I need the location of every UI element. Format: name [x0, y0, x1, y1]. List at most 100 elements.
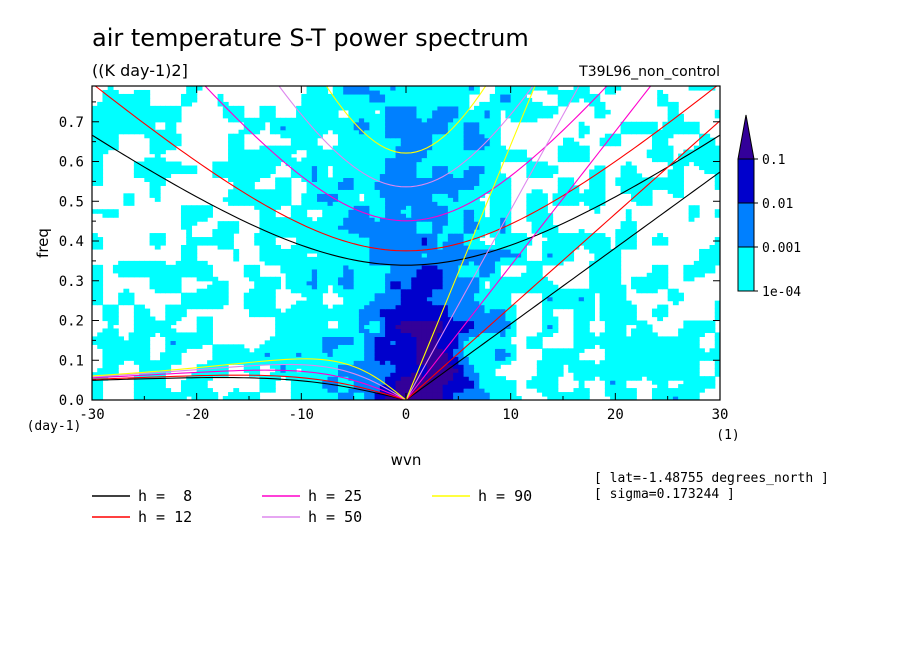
heatmap-cell: [521, 256, 527, 262]
heatmap-cell: [191, 244, 198, 250]
heatmap-cell: [228, 344, 234, 349]
heatmap-cell: [317, 157, 323, 163]
heatmap-cell: [699, 260, 705, 266]
heatmap-cell: [515, 396, 522, 400]
heatmap-cell: [693, 161, 700, 167]
heatmap-cell: [306, 217, 313, 222]
heatmap-cell: [285, 193, 292, 198]
heatmap-cell: [615, 181, 622, 186]
heatmap-cell: [175, 268, 182, 274]
heatmap-cell: [290, 264, 297, 270]
heatmap-cell: [275, 344, 281, 349]
heatmap-cell: [631, 396, 637, 400]
heatmap-cell: [604, 284, 611, 290]
heatmap-cell: [180, 205, 187, 210]
heatmap-cell: [594, 260, 601, 266]
heatmap-cell: [301, 248, 308, 254]
heatmap-cell: [463, 376, 470, 381]
heatmap-cell: [348, 229, 355, 234]
heatmap-cell: [343, 157, 350, 163]
heatmap-cell: [479, 292, 486, 298]
heatmap-cell: [557, 360, 564, 365]
heatmap-cell: [636, 193, 643, 198]
heatmap-cell: [573, 241, 580, 246]
heatmap-cell: [526, 209, 533, 214]
heatmap-cell: [563, 189, 569, 194]
heatmap-cell: [348, 177, 355, 182]
heatmap-cell: [353, 316, 360, 322]
heatmap-cell: [641, 201, 648, 206]
heatmap-cell: [327, 213, 334, 218]
heatmap-cell: [128, 264, 135, 270]
heatmap-cell: [447, 197, 454, 202]
heatmap-cell: [180, 336, 187, 341]
heatmap-cell: [317, 185, 323, 190]
heatmap-cell: [92, 396, 98, 400]
heatmap-cell: [97, 292, 104, 298]
heatmap-cell: [201, 205, 208, 210]
heatmap-cell: [238, 177, 245, 182]
heatmap-cell: [290, 388, 297, 393]
heatmap-cell: [238, 149, 245, 155]
heatmap-cell: [667, 288, 674, 294]
heatmap-cell: [269, 388, 276, 393]
heatmap-cell: [186, 264, 193, 270]
heatmap-cell: [343, 316, 350, 322]
heatmap-cell: [332, 241, 339, 246]
heatmap-cell: [269, 252, 276, 258]
heatmap-cell: [468, 209, 475, 214]
heatmap-cell: [186, 209, 193, 214]
heatmap-cell: [280, 189, 287, 194]
heatmap-cell: [144, 368, 151, 373]
heatmap-cell: [332, 252, 339, 258]
heatmap-cell: [515, 153, 522, 159]
heatmap-cell: [463, 161, 470, 167]
heatmap-cell: [526, 384, 533, 389]
heatmap-cell: [505, 340, 512, 345]
heatmap-cell: [379, 213, 386, 218]
heatmap-cell: [416, 252, 423, 258]
heatmap-cell: [317, 348, 323, 353]
heatmap-cell: [505, 201, 512, 206]
heatmap-cell: [317, 280, 323, 286]
heatmap-cell: [426, 153, 433, 159]
heatmap-cell: [594, 272, 601, 278]
heatmap-cell: [306, 300, 313, 306]
heatmap-cell: [547, 217, 554, 222]
heatmap-cell: [442, 388, 449, 393]
heatmap-cell: [249, 161, 255, 167]
heatmap-cell: [228, 225, 234, 230]
heatmap-cell: [290, 213, 297, 218]
heatmap-cell: [599, 280, 606, 286]
heatmap-cell: [453, 149, 459, 155]
heatmap-cell: [547, 225, 554, 230]
heatmap-cell: [322, 312, 329, 318]
heatmap-cell: [269, 205, 276, 210]
heatmap-cell: [536, 364, 543, 369]
heatmap-cell: [583, 364, 590, 369]
heatmap-cell: [264, 153, 271, 159]
heatmap-cell: [374, 244, 381, 250]
heatmap-cell: [222, 233, 229, 238]
heatmap-cell: [416, 161, 423, 167]
heatmap-cell: [615, 364, 622, 369]
heatmap-cell: [112, 308, 119, 314]
heatmap-cell: [447, 260, 454, 266]
heatmap-cell: [353, 256, 360, 262]
heatmap-cell: [264, 248, 271, 254]
heatmap-cell: [144, 360, 151, 365]
heatmap-cell: [379, 328, 386, 334]
heatmap-cell: [390, 320, 397, 326]
heatmap-cell: [672, 356, 679, 361]
heatmap-cell: [264, 304, 271, 310]
heatmap-cell: [358, 244, 365, 250]
heatmap-cell: [657, 177, 664, 182]
heatmap-cell: [458, 229, 465, 234]
heatmap-cell: [479, 209, 486, 214]
heatmap-cell: [306, 312, 313, 318]
heatmap-cell: [568, 256, 575, 262]
heatmap-cell: [374, 296, 381, 302]
heatmap-cell: [463, 201, 470, 206]
heatmap-cell: [128, 340, 135, 345]
heatmap-cell: [364, 348, 370, 353]
